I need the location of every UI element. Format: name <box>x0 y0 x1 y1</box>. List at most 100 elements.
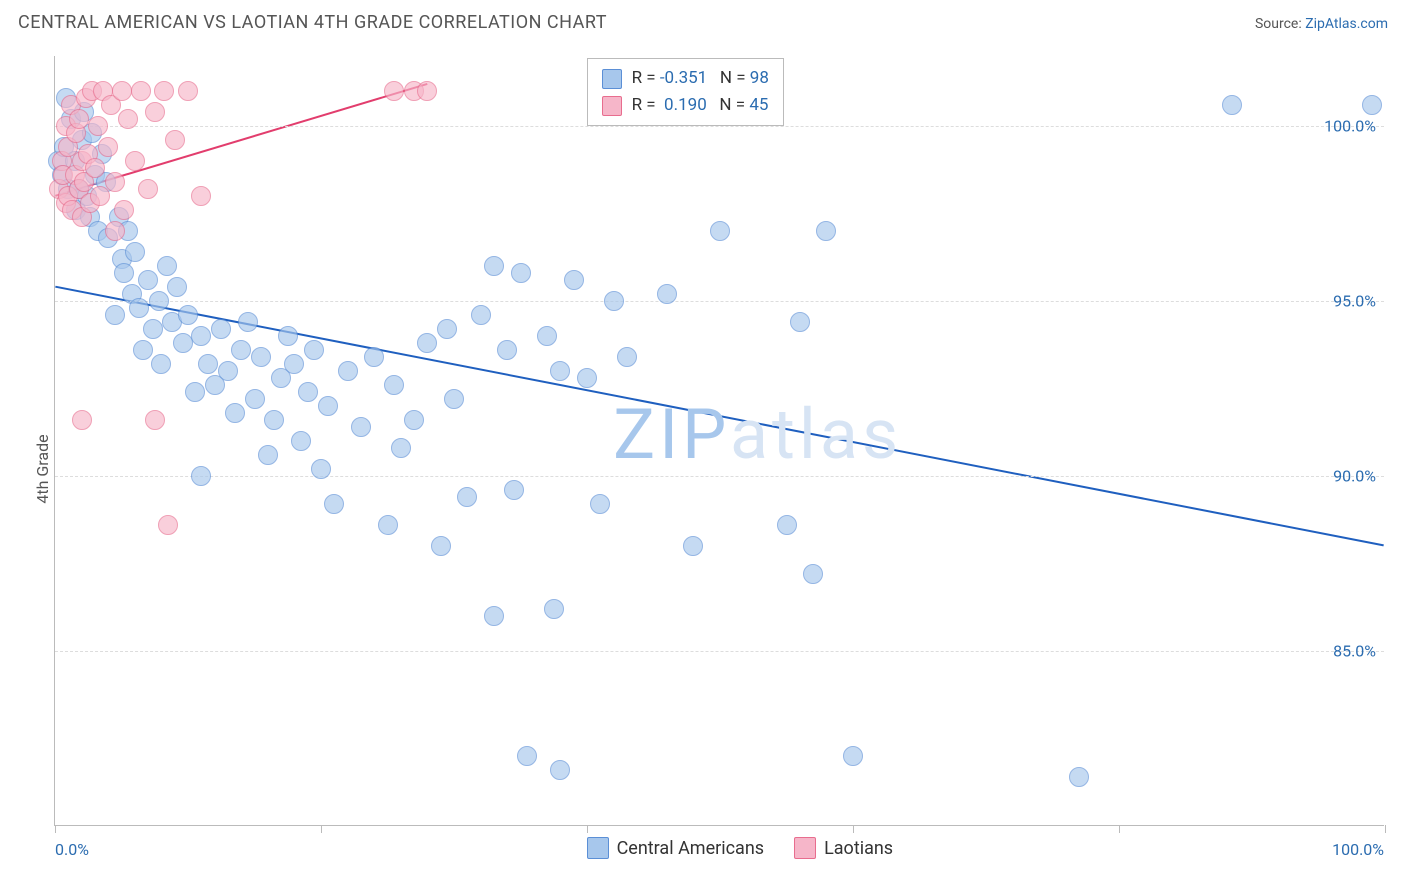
scatter-point <box>417 333 437 353</box>
scatter-point <box>145 102 165 122</box>
scatter-point <box>231 340 251 360</box>
scatter-point <box>604 291 624 311</box>
scatter-point <box>816 221 836 241</box>
scatter-point <box>710 221 730 241</box>
scatter-point <box>378 515 398 535</box>
scatter-point <box>149 291 169 311</box>
scatter-point <box>218 361 238 381</box>
scatter-point <box>245 389 265 409</box>
chart-area: 4th Grade 85.0%90.0%95.0%100.0%ZIPatlasR… <box>0 46 1406 892</box>
scatter-point <box>151 354 171 374</box>
scatter-point <box>251 347 271 367</box>
scatter-point <box>191 466 211 486</box>
y-tick-label: 100.0% <box>1324 117 1376 136</box>
scatter-point <box>384 81 404 101</box>
scatter-point <box>291 431 311 451</box>
stats-row: R = -0.351 N = 98 <box>602 65 769 92</box>
gridline <box>55 301 1384 302</box>
scatter-point <box>165 130 185 150</box>
scatter-point <box>1069 767 1089 787</box>
scatter-point <box>683 536 703 556</box>
x-tick <box>587 825 588 833</box>
x-axis-max-label: 100.0% <box>1332 840 1384 859</box>
scatter-point <box>318 396 338 416</box>
x-tick <box>321 825 322 833</box>
scatter-point <box>118 109 138 129</box>
scatter-point <box>324 494 344 514</box>
source-link[interactable]: ZipAtlas.com <box>1305 16 1388 32</box>
scatter-point <box>173 333 193 353</box>
scatter-point <box>550 361 570 381</box>
scatter-point <box>178 305 198 325</box>
scatter-point <box>304 340 324 360</box>
x-tick <box>55 825 56 833</box>
stats-row: R = 0.190 N = 45 <box>602 92 769 119</box>
scatter-point <box>484 606 504 626</box>
legend-label: Laotians <box>824 838 893 859</box>
watermark: ZIPatlas <box>613 394 902 476</box>
scatter-point <box>497 340 517 360</box>
scatter-point <box>258 445 278 465</box>
scatter-point <box>1362 95 1382 115</box>
scatter-point <box>431 536 451 556</box>
scatter-point <box>843 746 863 766</box>
series-legend: Central Americans Laotians <box>587 837 894 859</box>
scatter-point <box>577 368 597 388</box>
scatter-point <box>537 326 557 346</box>
source-prefix: Source: <box>1255 16 1305 32</box>
scatter-point <box>471 305 491 325</box>
scatter-point <box>98 137 118 157</box>
scatter-point <box>384 375 404 395</box>
scatter-point <box>777 515 797 535</box>
scatter-point <box>444 389 464 409</box>
x-axis-min-label: 0.0% <box>55 840 89 859</box>
legend-swatch <box>602 69 622 89</box>
scatter-point <box>143 319 163 339</box>
scatter-point <box>131 81 151 101</box>
scatter-point <box>191 186 211 206</box>
x-tick <box>1119 825 1120 833</box>
scatter-point <box>238 312 258 332</box>
scatter-point <box>544 599 564 619</box>
plot-region: 85.0%90.0%95.0%100.0%ZIPatlasR = -0.351 … <box>54 56 1384 826</box>
legend-label: Central Americans <box>617 838 764 859</box>
scatter-point <box>178 81 198 101</box>
trend-lines-layer <box>55 56 1384 825</box>
scatter-point <box>225 403 245 423</box>
scatter-point <box>114 200 134 220</box>
scatter-point <box>88 116 108 136</box>
gridline <box>55 651 1384 652</box>
scatter-point <box>105 221 125 241</box>
scatter-point <box>364 347 384 367</box>
scatter-point <box>338 361 358 381</box>
scatter-point <box>125 242 145 262</box>
scatter-point <box>457 487 477 507</box>
scatter-point <box>138 179 158 199</box>
legend-swatch <box>587 837 609 859</box>
scatter-point <box>1222 95 1242 115</box>
y-axis-label: 4th Grade <box>33 434 52 503</box>
scatter-point <box>145 410 165 430</box>
scatter-point <box>105 305 125 325</box>
scatter-point <box>790 312 810 332</box>
y-tick-label: 95.0% <box>1333 292 1376 311</box>
scatter-point <box>511 263 531 283</box>
scatter-point <box>133 340 153 360</box>
chart-title: CENTRAL AMERICAN VS LAOTIAN 4TH GRADE CO… <box>18 12 607 33</box>
scatter-point <box>550 760 570 780</box>
scatter-point <box>69 109 89 129</box>
legend-swatch <box>602 96 622 116</box>
scatter-point <box>105 172 125 192</box>
scatter-point <box>278 326 298 346</box>
scatter-point <box>191 326 211 346</box>
scatter-point <box>114 263 134 283</box>
scatter-point <box>657 284 677 304</box>
scatter-point <box>185 382 205 402</box>
scatter-point <box>417 81 437 101</box>
x-tick <box>853 825 854 833</box>
scatter-point <box>517 746 537 766</box>
scatter-point <box>129 298 149 318</box>
scatter-point <box>504 480 524 500</box>
legend-item: Central Americans <box>587 837 764 859</box>
scatter-point <box>167 277 187 297</box>
